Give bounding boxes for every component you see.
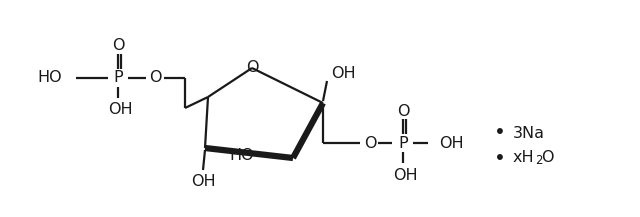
Text: O: O [541,151,554,166]
Text: HO: HO [229,148,254,163]
Text: •: • [494,148,506,168]
Text: 3Na: 3Na [513,125,545,140]
Text: xH: xH [513,151,534,166]
Text: O: O [112,38,124,54]
Text: 2: 2 [535,155,543,168]
Text: •: • [494,123,506,143]
Text: O: O [397,104,409,118]
Text: O: O [148,71,161,85]
Text: OH: OH [191,174,215,189]
Text: P: P [113,71,123,85]
Text: O: O [364,135,376,151]
Text: HO: HO [37,71,62,85]
Text: OH: OH [331,66,356,81]
Text: OH: OH [393,168,417,182]
Text: OH: OH [439,135,463,151]
Text: O: O [246,61,259,76]
Text: P: P [398,135,408,151]
Text: OH: OH [108,102,132,117]
